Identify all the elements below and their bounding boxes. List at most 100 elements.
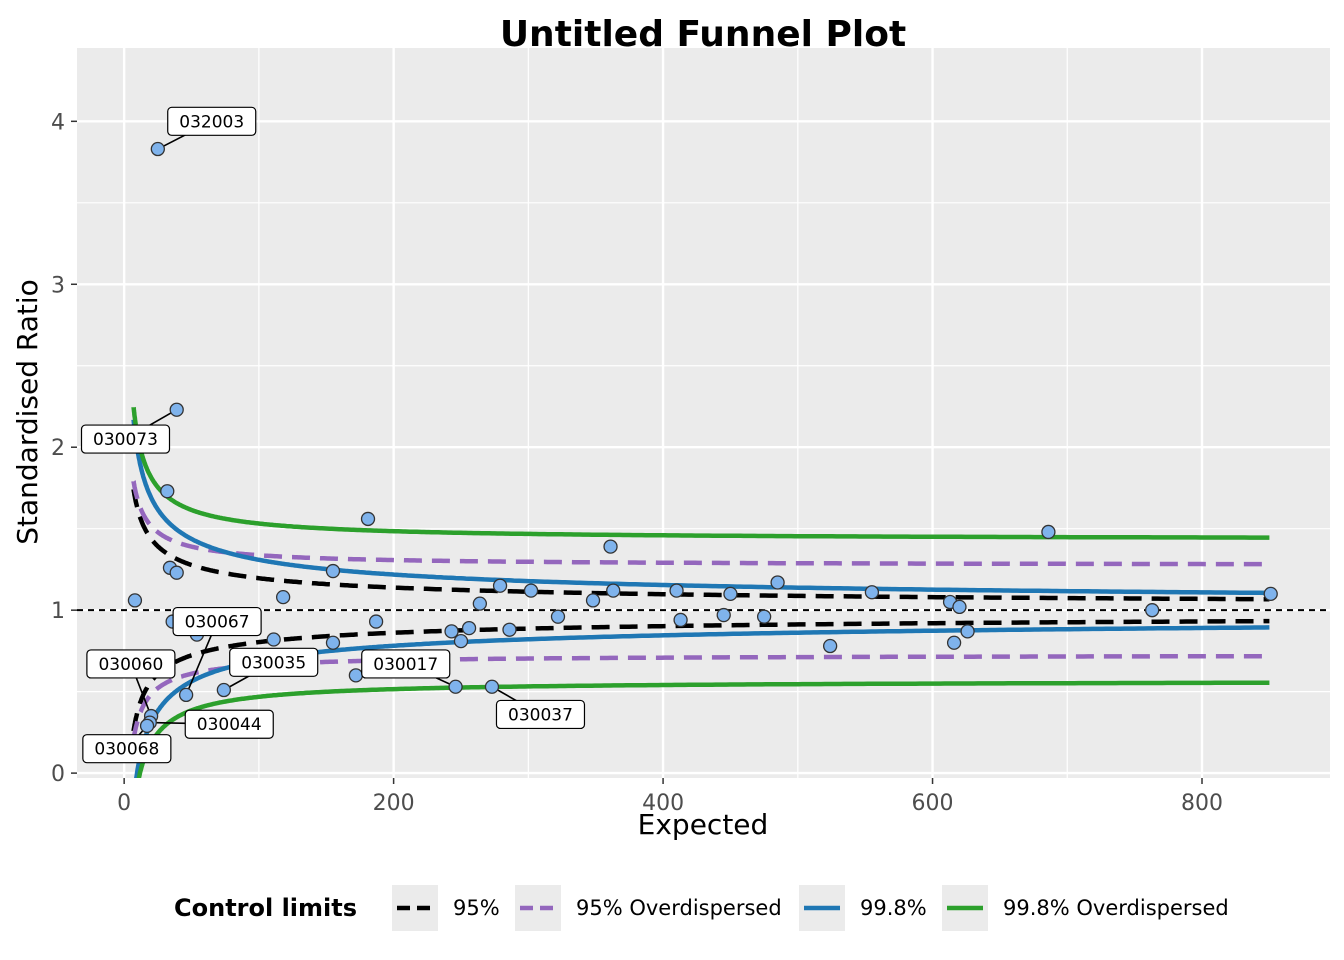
data-point: [523, 583, 539, 598]
label-text: 030068: [94, 740, 159, 760]
label-box: [172, 606, 262, 637]
x-tick-label: 600: [912, 791, 954, 816]
label-text: 030067: [185, 613, 250, 633]
y-tick-label: 2: [51, 436, 65, 461]
data-point: [770, 575, 785, 590]
y-tick-label: 3: [51, 273, 65, 298]
x-tick-label: 400: [642, 791, 684, 816]
legend-label: 95% Overdispersed: [576, 896, 782, 920]
label-text: 030060: [98, 655, 163, 675]
label-box: [229, 647, 319, 677]
label-text: 030044: [197, 715, 262, 735]
data-point: [952, 599, 967, 615]
y-axis-ticks: 0 1 2 3 4: [51, 110, 77, 787]
x-axis-title: Expected: [638, 808, 769, 841]
legend-title: Control limits: [174, 894, 357, 922]
label-box: [167, 106, 257, 136]
data-point: [756, 609, 772, 624]
data-point: [472, 596, 487, 611]
legend: Control limits 95% 95% Overdispersed 99.8%…: [174, 885, 1229, 931]
point-label: 030067: [172, 606, 262, 637]
label-box: [86, 649, 176, 679]
x-axis-ticks: 0 200 400 600 800: [117, 778, 1223, 816]
data-point: [603, 539, 618, 554]
point-label: 030017: [361, 649, 451, 679]
label-text: 030037: [508, 705, 573, 725]
label-text: 030073: [93, 430, 158, 450]
data-point: [822, 638, 838, 654]
point-labels: 032003 030073 030067 030035 030060 030044 0300…: [80, 106, 586, 764]
legend-label: 99.8% Overdispersed: [1003, 896, 1229, 920]
label-box: [80, 424, 171, 454]
point-label: 032003: [167, 106, 257, 136]
label-box: [361, 649, 451, 679]
label-text: 030035: [241, 653, 306, 673]
point-label: 030035: [229, 647, 319, 677]
data-point: [550, 609, 566, 624]
data-point: [1041, 524, 1056, 540]
data-point: [960, 624, 975, 639]
data-point: [1263, 586, 1278, 602]
x-tick-label: 800: [1181, 791, 1223, 816]
data-point: [461, 620, 477, 636]
data-point: [178, 687, 194, 703]
legend-label: 99.8%: [860, 896, 927, 920]
point-label: 030073: [80, 424, 171, 454]
label-text: 030017: [373, 655, 438, 675]
major-gridlines: [77, 48, 1330, 778]
data-point: [484, 679, 500, 694]
data-point: [127, 593, 143, 608]
data-point: [669, 583, 684, 598]
data-point: [266, 632, 281, 647]
data-point: [160, 484, 175, 499]
point-label: 030060: [86, 649, 176, 679]
data-point: [502, 622, 517, 637]
y-axis-title: Standardised Ratio: [11, 279, 44, 545]
data-point: [864, 585, 880, 600]
x-tick-label: 200: [373, 791, 415, 816]
data-point: [492, 578, 508, 593]
data-point: [325, 635, 341, 650]
legend-label: 95%: [453, 896, 500, 920]
legend-item: 99.8%: [799, 885, 927, 931]
data-point: [169, 402, 184, 417]
data-point: [348, 668, 364, 683]
upper-limit-line: [131, 488, 1270, 602]
data-point: [946, 635, 962, 650]
label-box: [184, 709, 274, 739]
data-point: [716, 607, 731, 623]
data-point: [169, 565, 184, 580]
upper-limit-line: [131, 406, 1270, 540]
data-point: [444, 624, 459, 639]
point-label: 030044: [184, 709, 274, 739]
data-point: [448, 679, 463, 694]
data-point: [216, 682, 232, 698]
data-points: [127, 141, 1278, 734]
upper-limit-line: [131, 480, 1270, 567]
point-label: 030068: [82, 734, 172, 764]
legend-item: 99.8% Overdispersed: [942, 885, 1229, 931]
data-point: [360, 511, 376, 527]
data-point: [139, 718, 155, 734]
data-point: [275, 589, 291, 605]
data-point: [1145, 603, 1160, 618]
data-point: [673, 612, 688, 628]
x-tick-label: 0: [117, 791, 131, 816]
y-tick-label: 0: [51, 762, 65, 787]
y-tick-label: 1: [51, 599, 65, 624]
data-point: [585, 593, 601, 608]
legend-item: 95%: [392, 885, 500, 931]
data-point: [606, 583, 621, 598]
data-point: [150, 141, 165, 157]
minor-gridlines: [77, 48, 1330, 778]
label-box: [495, 699, 586, 730]
upper-limit-line: [131, 419, 1270, 596]
label-text: 032003: [179, 112, 244, 132]
data-point: [723, 586, 738, 602]
y-tick-label: 4: [51, 110, 65, 135]
data-point: [368, 614, 384, 629]
point-label: 030037: [495, 699, 586, 730]
data-point: [325, 563, 341, 579]
label-box: [82, 734, 172, 764]
